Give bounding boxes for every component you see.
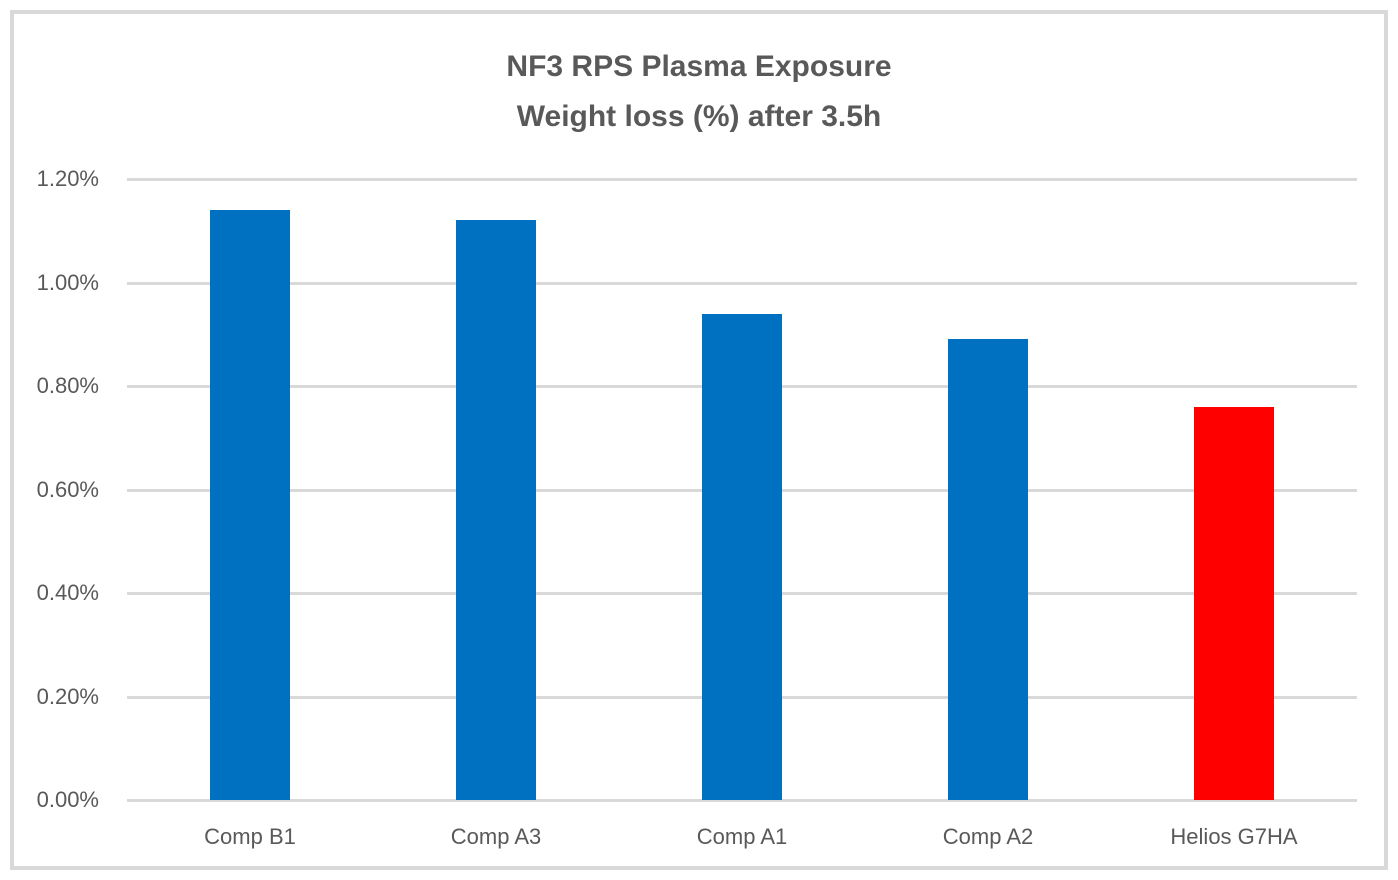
chart-frame: NF3 RPS Plasma Exposure Weight loss (%) … [10,10,1388,870]
chart-title-line-2: Weight loss (%) after 3.5h [516,100,882,133]
x-axis-category-label-comp-a2: Comp A2 [942,824,1034,849]
x-axis-category-label-helios-g7ha: Helios G7HA [1170,824,1298,849]
x-axis-category-label-comp-b1: Comp B1 [204,824,296,849]
bar-helios-g7ha[interactable] [1194,406,1274,800]
y-axis-tick-label: 0.00% [36,787,99,812]
y-axis-tick-label: 0.40% [36,580,99,605]
x-axis-category-label-comp-a1: Comp A1 [696,824,788,849]
gridline [127,281,1357,285]
plot-area: 0.00% 0.20% 0.40% 0.60% 0.80% 1.00% 1.20% Comp … [37,168,1357,849]
y-axis-tick-label: 0.20% [36,683,99,709]
chart-title-line-1: NF3 RPS Plasma Exposure [506,50,892,83]
bar-comp-a1[interactable] [702,313,782,800]
y-axis-tick-label: 0.60% [36,476,99,502]
bar-comp-a2[interactable] [948,339,1028,800]
y-axis-tick-label: 1.20% [36,166,99,191]
x-axis-line [127,799,1357,802]
x-axis-category-label-comp-a3: Comp A3 [450,824,542,849]
bar-comp-a3[interactable] [456,220,536,800]
y-axis-tick-label: 0.80% [36,373,99,398]
chart-title: NF3 RPS Plasma Exposure Weight loss (%) … [14,42,1384,142]
bar-comp-b1[interactable] [210,210,290,800]
y-axis-tick-label: 1.00% [36,269,99,295]
gridline [127,178,1357,181]
